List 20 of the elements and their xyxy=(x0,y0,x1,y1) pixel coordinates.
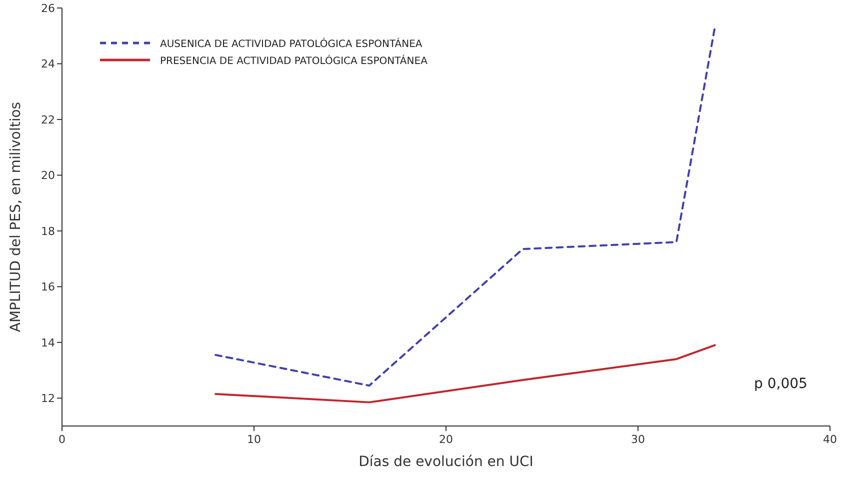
x-tick-label: 10 xyxy=(247,433,261,446)
line-series xyxy=(214,26,716,387)
y-tick-label: 14 xyxy=(41,336,55,350)
annotation: p 0,005 xyxy=(754,376,808,392)
y-tick-label: 18 xyxy=(41,224,55,238)
y-tick-label: 16 xyxy=(41,280,55,294)
x-tick-label: 20 xyxy=(439,433,453,446)
y-tick-label: 24 xyxy=(41,58,55,71)
x-tick-label: 40 xyxy=(823,433,837,446)
y-tick-label: 12 xyxy=(41,392,55,406)
legend-label: AUSENICA DE ACTIVIDAD PATOLÓGICA ESPONTÁNEA xyxy=(160,37,422,50)
y-axis-title: AMPLITUD del PES, en milivoltios xyxy=(8,102,24,332)
x-tick-label: 0 xyxy=(58,433,66,446)
legend-label: PRESENCIA DE ACTIVIDAD PATOLÓGICA ESPONTÁNEA xyxy=(160,54,428,67)
x-tick-label: 30 xyxy=(631,433,645,446)
y-tick-label: 26 xyxy=(41,2,55,15)
y-tick-label: 22 xyxy=(41,113,55,126)
line-series xyxy=(214,344,716,404)
x-axis-title: Días de evolución en UCI xyxy=(358,454,534,470)
y-tick-label: 20 xyxy=(41,169,55,182)
